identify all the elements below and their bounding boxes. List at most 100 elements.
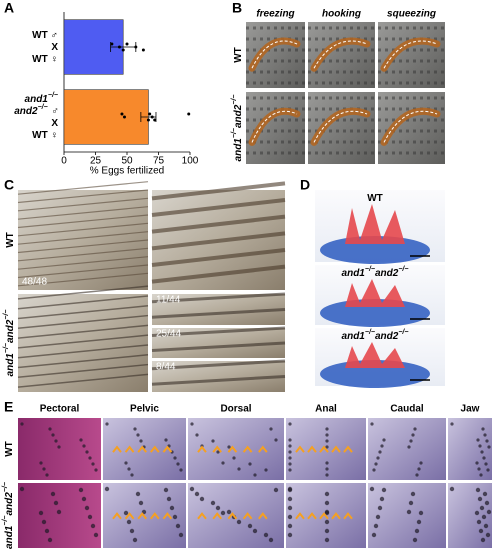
image-title: WT (367, 193, 383, 204)
melanophore (480, 537, 486, 543)
fin-ray (151, 231, 286, 251)
bar (63, 89, 149, 145)
melanophore (379, 496, 385, 502)
fin-ray (151, 264, 286, 284)
melanophore (220, 510, 226, 516)
fin-ray (17, 206, 149, 220)
arrowhead (227, 512, 238, 520)
label-part: ♂ (48, 106, 58, 117)
melanophore (189, 486, 195, 492)
arrowhead (258, 512, 268, 520)
melanophore (173, 456, 177, 460)
melanophore (408, 500, 414, 506)
melanophore (236, 519, 242, 525)
melanophore (409, 439, 413, 443)
melanophore (324, 537, 330, 543)
melanophore (482, 456, 486, 460)
arrowhead (197, 445, 207, 453)
melanophore (93, 532, 99, 538)
melanophore (325, 427, 329, 431)
label-part: and2 (375, 268, 399, 279)
melanophore (475, 487, 481, 493)
melanophore (44, 528, 50, 534)
melanophore (410, 491, 416, 497)
fin-ray (17, 324, 149, 339)
photo (18, 190, 148, 290)
melanophore (477, 467, 481, 471)
melanophore (419, 461, 423, 465)
melanophore (175, 523, 181, 529)
fin-ray (17, 256, 149, 270)
count-label: 48/48 (22, 277, 47, 288)
data-point (117, 45, 121, 49)
superscript: −/− (365, 329, 375, 336)
melanophore (373, 523, 379, 529)
column-header: Pectoral (40, 404, 80, 415)
melanophore (42, 467, 46, 471)
label-part: and1 (342, 268, 366, 279)
arrowhead (331, 445, 341, 453)
melanophore (417, 467, 421, 471)
fin-ray (17, 239, 149, 254)
count-label: 8/44 (156, 362, 176, 373)
arrowhead (242, 512, 253, 520)
data-point (110, 42, 114, 46)
melanophore (287, 532, 293, 538)
fin-ray (17, 285, 149, 300)
melanophore (449, 486, 455, 492)
arrowhead (331, 512, 341, 520)
fin-ray (17, 305, 149, 320)
arrowhead (212, 512, 222, 520)
label-part: and2 (5, 319, 16, 343)
x-tick-label: 75 (153, 156, 165, 167)
melanophore (105, 422, 109, 426)
label-part: WT (4, 441, 15, 457)
data-point (122, 115, 126, 119)
count-label: 25/44 (156, 329, 181, 340)
melanophore (19, 486, 25, 492)
arrowhead (319, 445, 329, 453)
column-header: Pelvic (130, 404, 159, 415)
photo (246, 22, 305, 88)
label-part: and1 (25, 94, 49, 105)
melanophore (372, 468, 376, 472)
melanophore (263, 532, 269, 538)
melanophore (169, 505, 175, 511)
superscript: −/− (231, 128, 238, 138)
melanophore (133, 427, 137, 431)
arrowhead (124, 445, 135, 453)
fin-ray (17, 354, 149, 369)
label-part: X (51, 42, 58, 53)
melanophore (414, 528, 420, 534)
column-header: freezing (256, 9, 294, 20)
photo (368, 483, 446, 548)
melanophore (78, 487, 84, 493)
melanophore (104, 486, 110, 492)
melanophore (190, 422, 194, 426)
fish-outline (383, 110, 438, 143)
arrowhead (137, 512, 147, 520)
row-label: WT (4, 441, 15, 457)
row-label: and1−/−and2−/− (2, 482, 14, 549)
melanophore (57, 445, 61, 449)
melanophore (380, 444, 384, 448)
melanophore (406, 509, 412, 515)
melanophore (164, 438, 168, 442)
arrowhead (227, 445, 238, 453)
melanophore (288, 438, 292, 442)
category-label: WT ♀ (32, 130, 58, 141)
fin-ray (17, 272, 149, 287)
data-point (150, 115, 154, 119)
melanophore (371, 532, 377, 538)
data-point (125, 42, 129, 46)
melanophore (211, 439, 215, 443)
panel-label: B (232, 0, 242, 16)
arrowhead (295, 445, 305, 453)
fin-ray (17, 373, 149, 388)
photo (378, 22, 445, 88)
count-label: 11/44 (156, 295, 181, 306)
melanophore (248, 462, 252, 466)
teeth (345, 279, 405, 307)
melanophore (324, 491, 330, 497)
